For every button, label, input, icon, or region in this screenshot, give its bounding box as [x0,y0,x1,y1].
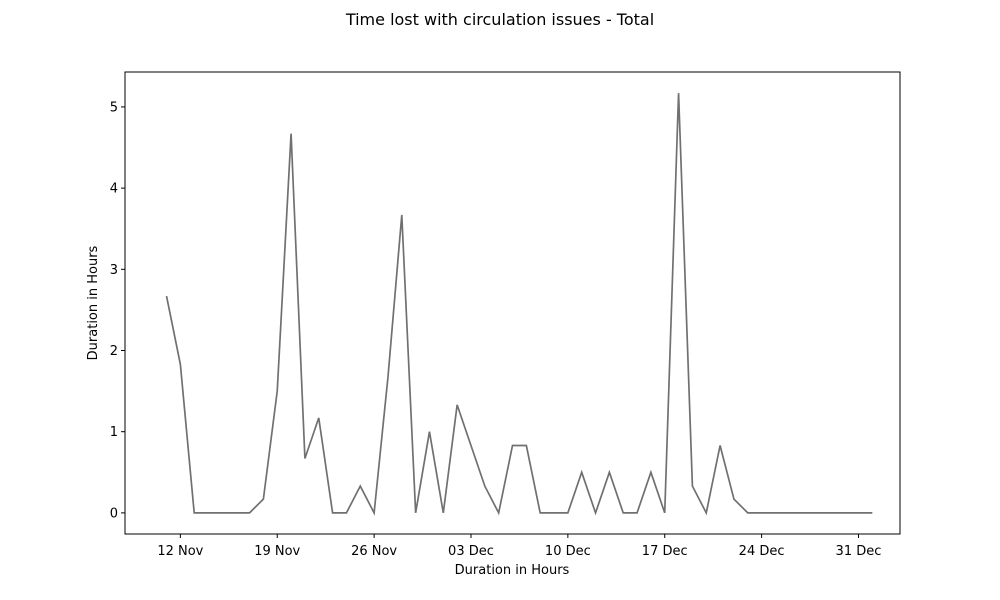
x-tick-label: 10 Dec [545,544,591,559]
x-tick-label: 26 Nov [351,544,397,559]
x-tick-label: 19 Nov [254,544,300,559]
x-tick-label: 17 Dec [642,544,688,559]
y-tick-label: 5 [110,100,118,115]
y-tick-label: 4 [110,182,118,197]
x-tick-label: 31 Dec [836,544,882,559]
series-line [165,93,873,516]
y-tick-label: 2 [110,344,118,359]
x-tick-label: 24 Dec [739,544,785,559]
y-tick-label: 3 [110,263,118,278]
plot-area [124,71,901,535]
x-tick-label: 12 Nov [157,544,203,559]
x-axis: 12 Nov 19 Nov 26 Nov 03 Dec 10 Dec 17 Dec 24 D… [157,534,881,559]
y-axis: 0 1 2 3 4 5 [110,100,125,521]
x-tick-label: 03 Dec [448,544,494,559]
y-tick-label: 0 [110,506,118,521]
y-axis-label: Duration in Hours [86,245,101,360]
x-axis-label: Duration in Hours [455,563,570,578]
y-tick-label: 1 [110,425,118,440]
chart-title: Time lost with circulation issues - Tota… [345,10,654,29]
series-layer [165,93,873,516]
